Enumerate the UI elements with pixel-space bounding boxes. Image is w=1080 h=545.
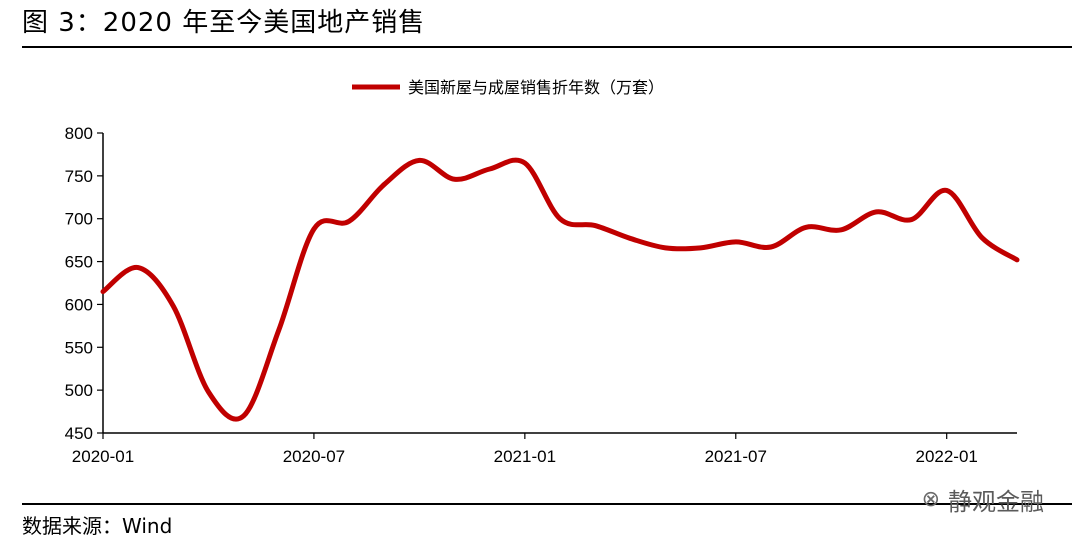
y-tick-label: 750 xyxy=(65,167,93,186)
legend: 美国新屋与成屋销售折年数（万套） xyxy=(352,78,664,97)
watermark-text: 静观金融 xyxy=(948,488,1044,516)
y-tick-label: 450 xyxy=(65,424,93,443)
x-tick-label: 2020-01 xyxy=(72,447,134,466)
y-tick-label: 700 xyxy=(65,210,93,229)
x-tick-label: 2020-07 xyxy=(283,447,345,466)
y-axis-ticks: 450 500 550 600 650 700 750 800 xyxy=(65,124,103,443)
y-tick-label: 650 xyxy=(65,253,93,272)
x-axis-ticks: 2020-01 2020-07 2021-01 2021-07 2022-01 xyxy=(72,433,978,466)
bottom-rule xyxy=(22,503,1072,505)
series-points xyxy=(101,158,1020,418)
x-tick-label: 2021-01 xyxy=(494,447,556,466)
figure-title: 图 3：2020 年至今美国地产销售 xyxy=(22,8,426,38)
series-line xyxy=(100,157,1020,422)
y-tick-label: 800 xyxy=(65,124,93,143)
source-note: 数据来源：Wind xyxy=(22,514,173,538)
x-tick-label: 2021-07 xyxy=(705,447,767,466)
y-tick-label: 600 xyxy=(65,295,93,314)
legend-label: 美国新屋与成屋销售折年数（万套） xyxy=(408,78,664,97)
top-rule xyxy=(22,46,1072,48)
x-tick-label: 2022-01 xyxy=(915,447,977,466)
y-tick-label: 500 xyxy=(65,381,93,400)
wechat-icon: ⊗ xyxy=(921,487,940,512)
y-tick-label: 550 xyxy=(65,338,93,357)
watermark: ⊗ 静观金融 xyxy=(922,482,1044,517)
axes xyxy=(102,133,1017,434)
